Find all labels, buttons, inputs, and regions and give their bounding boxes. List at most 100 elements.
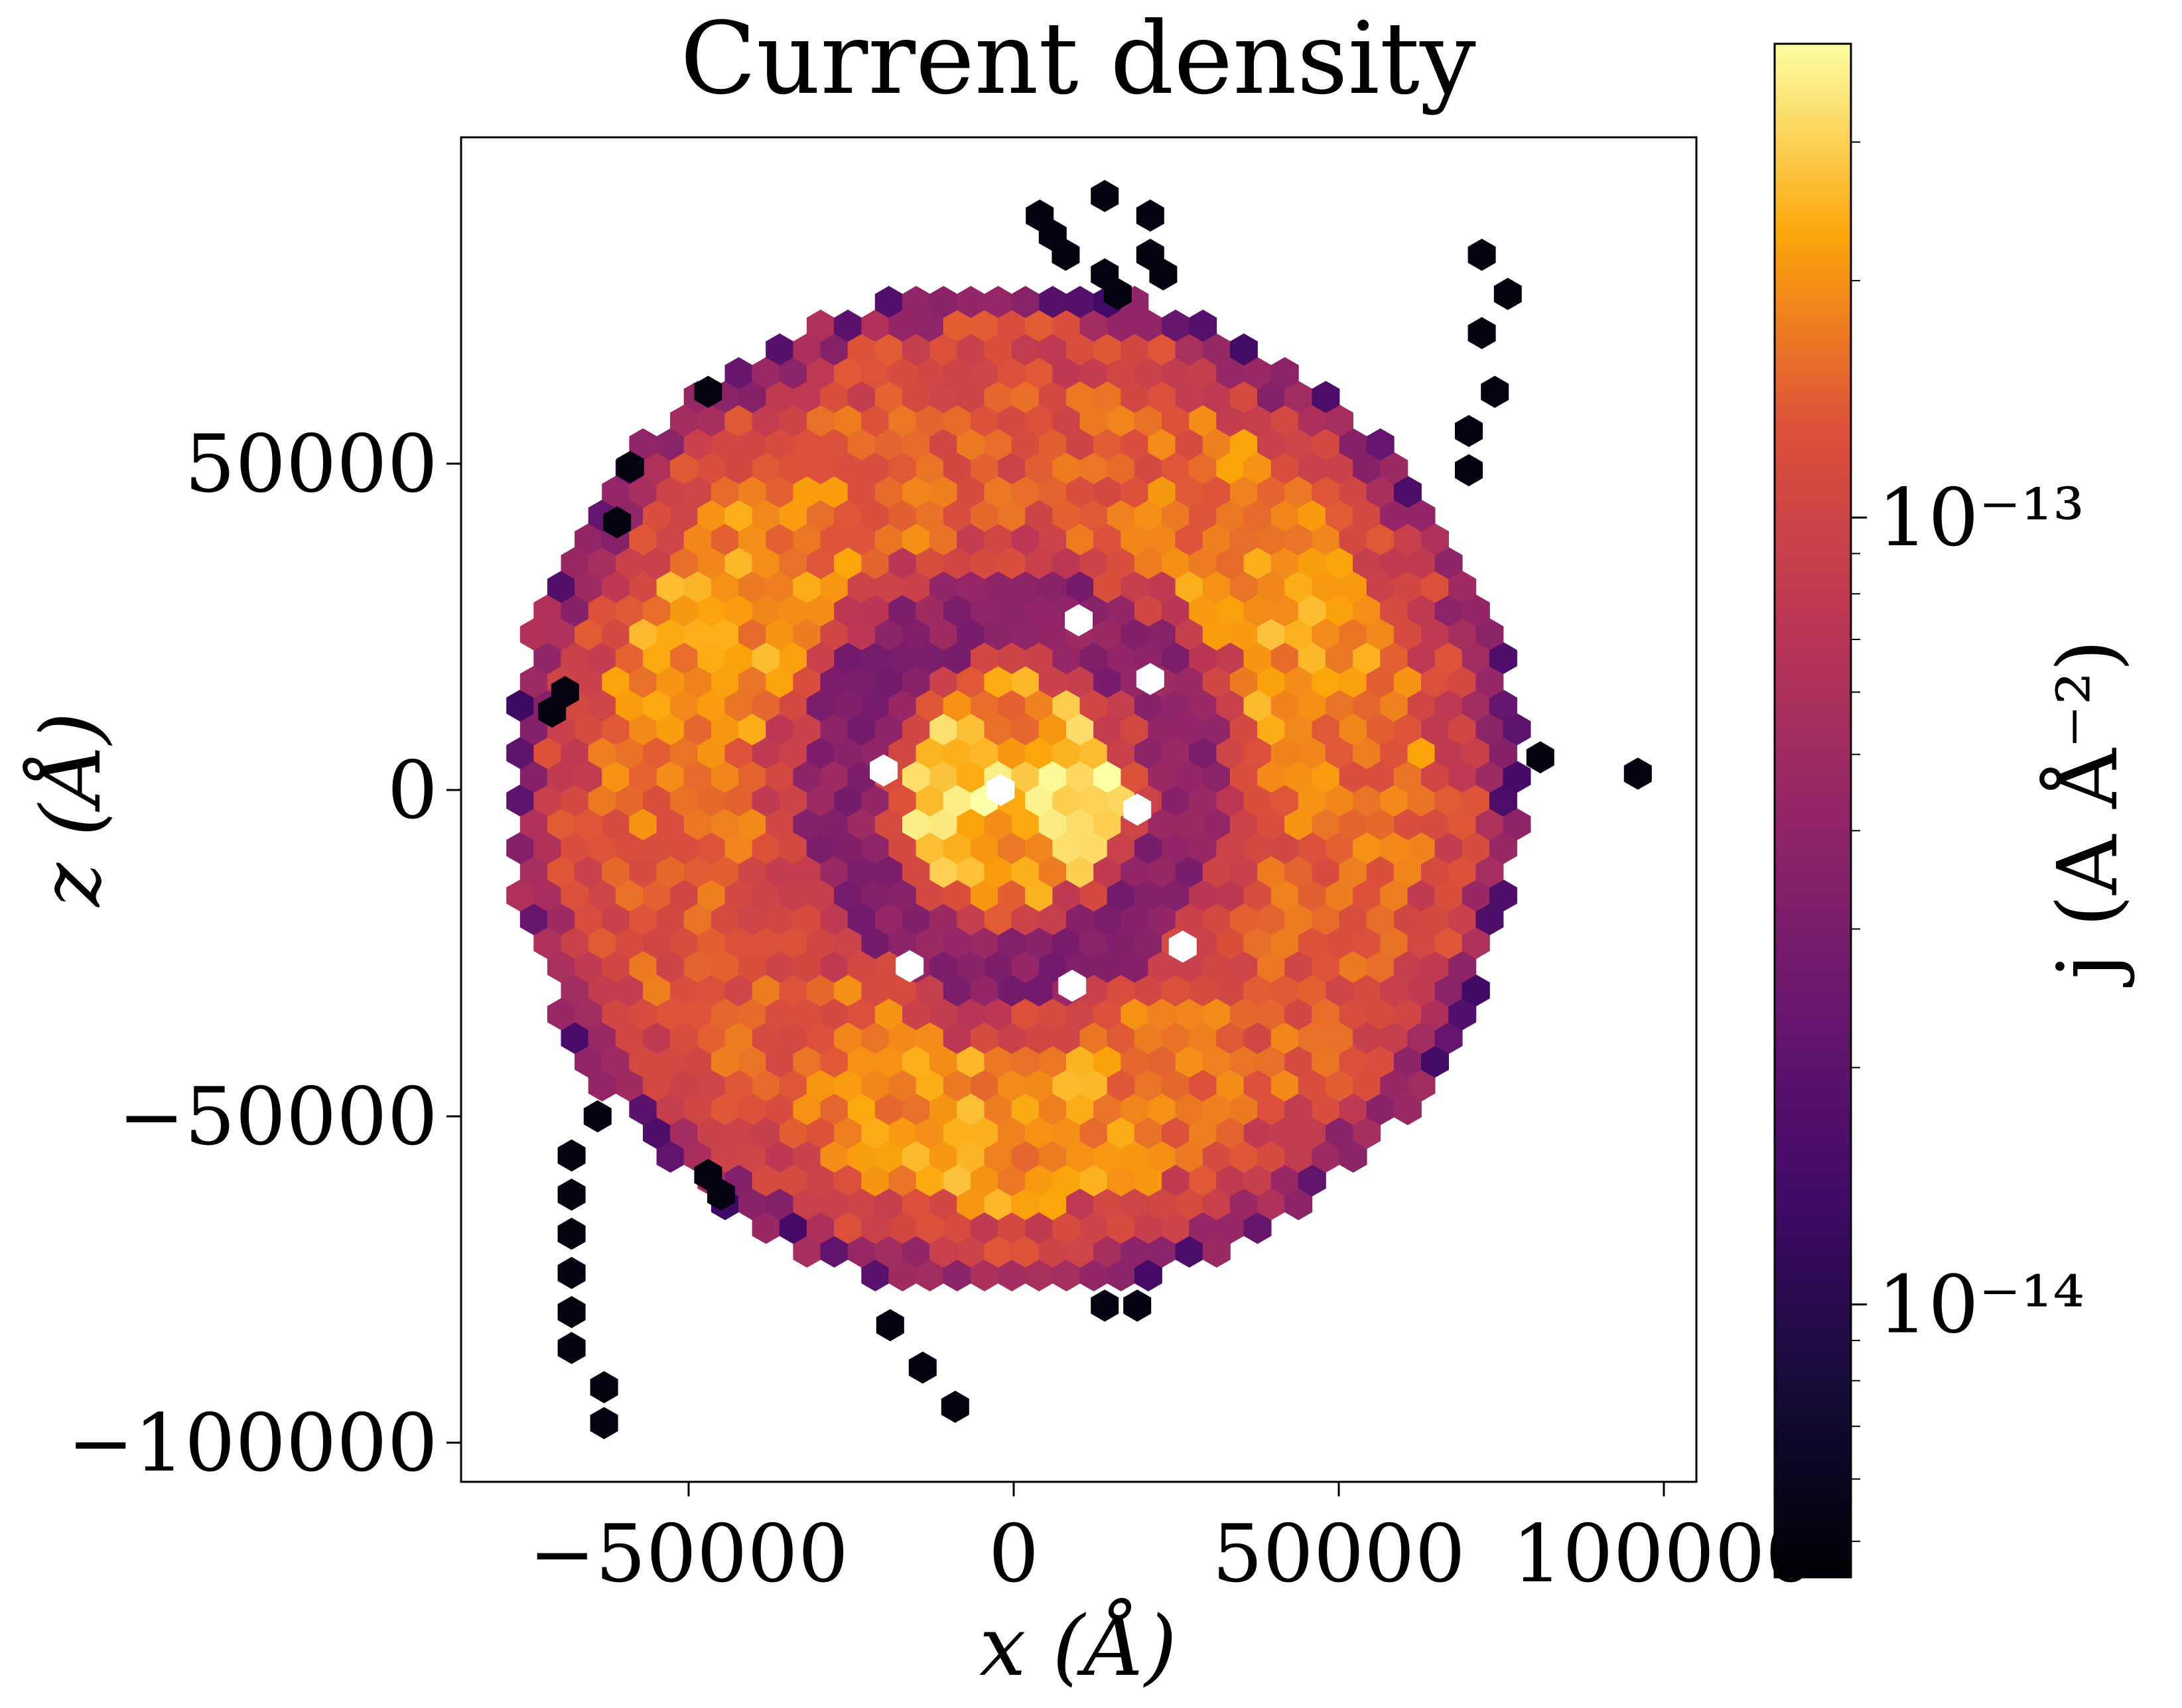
hex-bin	[929, 381, 958, 413]
hex-bin	[1107, 1069, 1135, 1102]
hex-bin	[779, 499, 807, 532]
hex-bin	[1038, 1188, 1067, 1220]
hex-bin	[1434, 737, 1463, 769]
hex-bin	[738, 760, 766, 793]
hex-bin	[506, 832, 535, 864]
hex-bin	[629, 951, 657, 983]
hex-bin	[929, 1188, 958, 1220]
hex-bin-outlier	[694, 375, 722, 408]
hex-bin	[1407, 689, 1436, 722]
hex-bin	[533, 737, 562, 769]
hex-bin	[656, 476, 685, 508]
hex-bin	[957, 998, 985, 1031]
hex-bin	[738, 856, 766, 888]
hex-bin	[806, 594, 835, 627]
hex-bin	[1134, 499, 1162, 532]
hex-bin	[752, 927, 780, 959]
colorbar-ticks: 10⁻¹⁴ 10⁻¹³	[1851, 141, 2084, 1542]
hex-bin	[1229, 523, 1258, 556]
hex-bin	[519, 903, 548, 936]
hex-bin	[1093, 523, 1122, 556]
hex-bin	[670, 405, 699, 437]
hex-bin	[1038, 998, 1067, 1031]
hex-bin	[1270, 641, 1299, 675]
hex-bin	[766, 665, 794, 698]
hex-bin	[1025, 641, 1054, 675]
hex-bin	[998, 879, 1026, 912]
hex-bin	[752, 1164, 780, 1197]
hex-bin	[793, 856, 821, 888]
hex-bin	[1093, 951, 1122, 983]
hex-bin	[738, 476, 766, 508]
hex-bin	[998, 641, 1026, 675]
hex-bin	[656, 951, 685, 983]
hex-bin	[1326, 547, 1353, 580]
hex-bin	[1202, 1188, 1231, 1220]
hex-bin	[766, 713, 794, 746]
hex-bin	[1189, 689, 1217, 722]
hex-bin	[1148, 998, 1176, 1031]
hex-bin	[820, 1045, 849, 1078]
hex-bin	[1270, 357, 1299, 389]
hex-bin	[779, 405, 807, 437]
hex-bin	[724, 927, 753, 959]
hex-bin	[1066, 760, 1094, 793]
hex-bin-outlier	[1467, 317, 1496, 350]
hex-bin	[697, 974, 726, 1007]
hex-bin	[1025, 784, 1054, 817]
hex-bin	[916, 1259, 944, 1291]
hex-bin	[998, 689, 1026, 722]
hex-bin	[1243, 689, 1272, 722]
hex-bin	[1175, 1045, 1203, 1078]
hex-bin	[1025, 832, 1054, 864]
hex-bin	[929, 523, 958, 556]
colorbar-tick-label: 10⁻¹⁴	[1877, 1260, 2084, 1352]
hex-bin	[820, 1188, 849, 1220]
hex-bin	[861, 357, 890, 389]
hex-bin	[1189, 357, 1217, 389]
hex-bin	[752, 641, 780, 675]
hex-bin	[929, 856, 958, 888]
hex-bin	[547, 760, 575, 793]
hex-bin	[1434, 784, 1463, 817]
hex-bin	[1175, 428, 1203, 461]
hex-bin	[724, 832, 753, 864]
hex-bin	[1407, 1069, 1436, 1102]
hex-bin	[711, 760, 739, 793]
hex-bin	[970, 1211, 998, 1244]
hex-bin	[1162, 357, 1190, 389]
hex-bin	[779, 357, 807, 389]
hex-bin	[970, 1259, 998, 1291]
hex-bin	[1270, 974, 1299, 1007]
hex-bin	[1162, 405, 1190, 437]
hex-bin	[724, 737, 753, 769]
hex-bin	[1121, 951, 1149, 983]
hex-bin	[519, 713, 548, 746]
hex-bin-outlier	[557, 1256, 586, 1289]
hex-bin	[1339, 570, 1367, 603]
hex-bin	[1257, 856, 1286, 888]
hex-bin	[575, 808, 603, 840]
hex-bin	[1038, 523, 1067, 556]
hex-bin	[970, 927, 998, 959]
hex-bin	[1243, 1069, 1272, 1102]
hex-bin	[957, 523, 985, 556]
hex-bin	[1121, 713, 1149, 746]
hex-bin	[1189, 641, 1217, 675]
hex-bin	[1448, 903, 1477, 936]
hex-bin	[697, 1021, 726, 1054]
hex-bin	[1038, 665, 1067, 698]
hex-bin	[766, 1092, 794, 1126]
hex-bin	[656, 1045, 685, 1078]
hex-bin	[1270, 1069, 1299, 1102]
hex-bin	[1079, 879, 1108, 912]
hex-bin	[916, 927, 944, 959]
hex-bin	[1175, 1140, 1203, 1173]
hex-bin	[1270, 737, 1299, 769]
x-tick-label: 100000	[1512, 1508, 1816, 1601]
hex-bin	[861, 405, 890, 437]
hex-bin	[1189, 1164, 1217, 1197]
hex-bin	[1025, 405, 1054, 437]
hex-bin	[1257, 428, 1286, 461]
hex-bin	[806, 879, 835, 912]
